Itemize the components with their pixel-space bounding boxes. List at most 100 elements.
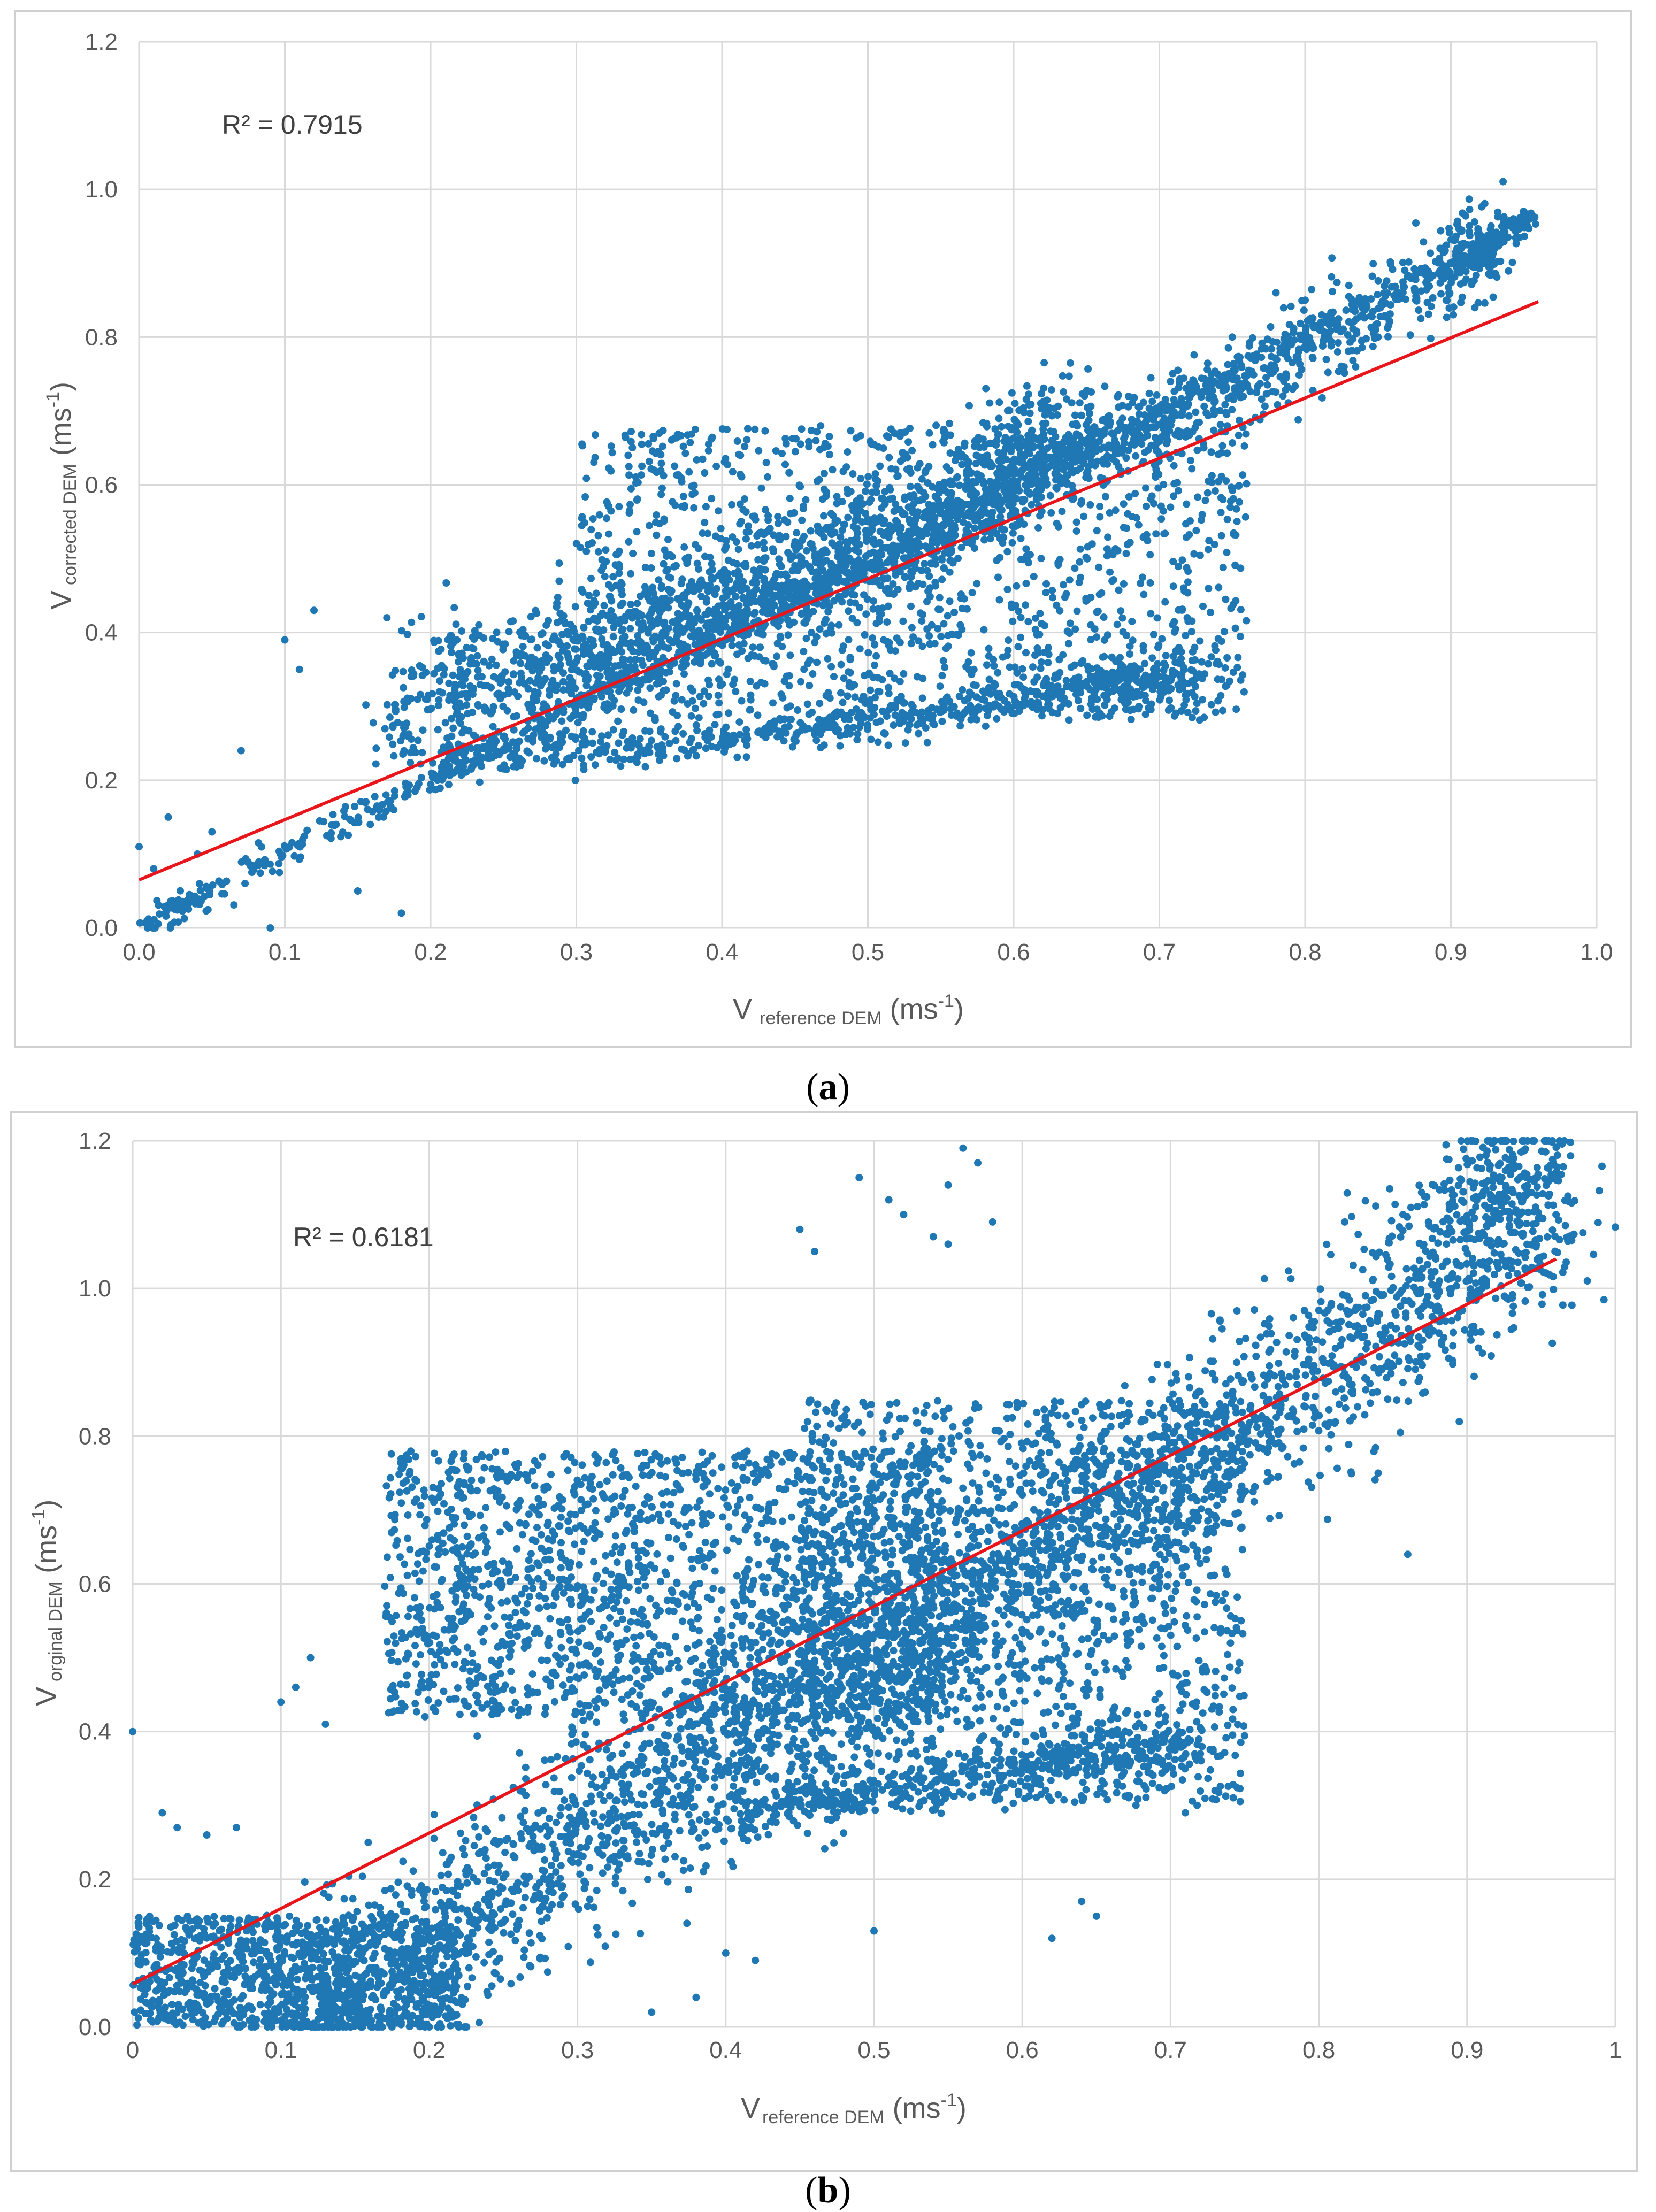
panel-a-point-3-328 [721, 546, 729, 554]
panel-a-point-2-270 [735, 718, 743, 726]
panel-a-point-2-691 [525, 749, 533, 757]
panel-a-point-3-220 [971, 544, 978, 552]
panel-a-point-3-1242 [1170, 712, 1178, 720]
panel-a-point-4-642 [857, 474, 865, 482]
panel-a-point-4-419 [473, 660, 481, 668]
panel-a-point-3-866 [1108, 653, 1116, 661]
panel-a-point-3-805 [753, 682, 761, 690]
panel-a-point-4-344 [519, 626, 527, 634]
panel-a-point-0-637 [1440, 262, 1448, 270]
panel-a-point-1-999 [1412, 219, 1420, 227]
panel-a-point-0-840 [432, 786, 440, 794]
panel-a-point-0-597 [1424, 267, 1432, 275]
panel-a-point-1-1288 [1491, 270, 1499, 278]
panel-a-point-3-350 [798, 516, 806, 524]
panel-a-point-3-907 [701, 469, 709, 477]
panel-a-point-0-668 [1305, 334, 1313, 342]
panel-a-point-3-985 [1183, 500, 1191, 508]
panel-a-point-3-1201 [1214, 675, 1222, 683]
panel-a-point-3-1383 [839, 467, 847, 475]
panel-a-point-3-459 [1078, 497, 1085, 505]
panel-a-point-0-805 [1531, 220, 1539, 228]
panel-a-point-3-485 [1101, 493, 1109, 501]
panel-a-point-3-535 [1222, 595, 1230, 603]
panel-a-point-1-1179 [1021, 496, 1029, 504]
panel-a-point-1-944 [1309, 320, 1316, 328]
panel-a-point-4-412 [419, 664, 426, 672]
panel-a-point-3-1290 [1232, 505, 1240, 513]
panel-a-point-1-816 [1476, 234, 1484, 242]
panel-a-point-3-184 [1205, 546, 1212, 554]
panel-a-point-3-303 [995, 596, 1003, 604]
panel-a-point-2-346 [1037, 664, 1045, 672]
panel-a-point-0-807 [297, 853, 304, 861]
panel-a-point-1-359 [1470, 218, 1478, 226]
panel-a-point-2-666 [496, 764, 504, 772]
panel-a-point-3-89 [907, 640, 915, 648]
panel-a-point-1-25 [1424, 310, 1432, 318]
panel-a-point-3-946 [1214, 657, 1222, 665]
panel-a-point-3-1211 [1169, 621, 1177, 628]
panel-a-point-3-1318 [1188, 657, 1196, 664]
panel-a-point-3-550 [1071, 564, 1079, 572]
panel-a-point-3-637 [761, 427, 769, 435]
panel-a-point-3-315 [1217, 472, 1225, 480]
panel-a-x-tick-5: 0.5 [852, 939, 884, 965]
panel-a-point-3-81 [764, 473, 771, 481]
panel-a-point-1-641 [1309, 355, 1317, 363]
panel-a-point-3-653 [1155, 641, 1163, 649]
panel-a-point-4-95 [392, 666, 400, 674]
panel-a-point-3-1110 [1200, 713, 1208, 721]
panel-a-point-2-508 [1006, 690, 1014, 698]
panel-a-point-3-1345 [1047, 681, 1055, 689]
panel-a-point-3-1232 [796, 440, 804, 448]
panel-a-point-2-697 [1120, 682, 1128, 690]
panel-a-point-1-776 [1417, 265, 1425, 273]
panel-a-point-3-273 [1066, 619, 1074, 627]
panel-a-point-3-1378 [908, 701, 916, 709]
panel-a-point-3-1017 [679, 493, 687, 501]
panel-a-point-1-451 [457, 713, 465, 721]
panel-a-point-1-60 [1238, 363, 1246, 371]
panel-a-point-1-157 [1501, 228, 1509, 236]
panel-a-point-1-317 [1086, 501, 1094, 509]
panel-a-point-0-677 [1522, 213, 1530, 220]
panel-a-point-3-1041 [633, 495, 641, 503]
panel-a-point-4-488 [735, 573, 743, 581]
panel-a-point-4-148 [629, 647, 637, 655]
panel-a-point-4-312 [979, 435, 987, 443]
panel-a-point-3-1137 [1148, 654, 1156, 662]
panel-a-point-4-300 [827, 562, 835, 570]
panel-a-point-2-238 [938, 717, 946, 725]
panel-a-point-3-1026 [796, 483, 804, 491]
panel-a-point-3-1109 [1018, 665, 1026, 673]
panel-a-point-3-1362 [626, 501, 634, 509]
panel-a-point-3-1157 [591, 431, 599, 439]
panel-a-point-4-301 [816, 526, 824, 534]
panel-a-point-4-206 [1005, 406, 1013, 414]
panel-a-point-3-1035 [896, 457, 904, 465]
panel-a-point-3-355 [1003, 548, 1011, 556]
panel-a-point-3-1286 [653, 511, 660, 519]
panel-a-point-3-690 [1233, 518, 1241, 525]
panel-a-point-0-416 [1258, 345, 1266, 353]
panel-a-point-3-888 [918, 642, 926, 650]
panel-a-point-4-546 [666, 551, 674, 559]
panel-a-point-3-76 [625, 463, 633, 471]
panel-a-point-3-359 [1127, 716, 1135, 724]
panel-a-y-tick-6: 1.2 [85, 29, 118, 55]
panel-a-point-1-1190 [1445, 229, 1453, 236]
panel-a-point-2-535 [923, 739, 931, 747]
panel-a-point-3-834 [1241, 513, 1249, 521]
panel-a-point-3-1212 [957, 715, 965, 723]
panel-a-point-1-1276 [700, 651, 708, 659]
panel-a-point-4-572 [1078, 412, 1086, 419]
panel-a-point-1-1076 [1279, 392, 1287, 400]
panel-a-point-1-44 [1340, 369, 1348, 377]
panel-a-point-4-257 [417, 613, 425, 620]
panel-a-point-3-1146 [1182, 520, 1190, 528]
panel-a-point-1-357 [1263, 335, 1271, 343]
panel-a-point-3-617 [1149, 631, 1157, 639]
panel-a-point-1-606 [1443, 313, 1451, 321]
panel-a-point-3-1160 [783, 704, 791, 712]
